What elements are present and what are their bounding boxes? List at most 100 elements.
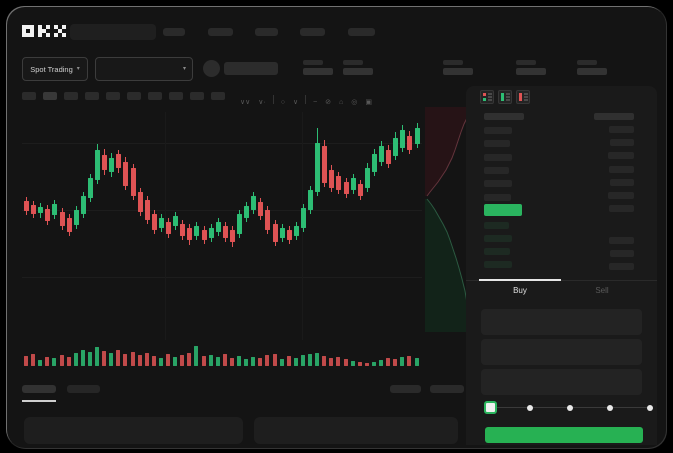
bottom-tab[interactable] [22, 385, 56, 393]
volume-bar [371, 362, 376, 366]
timeframe-button[interactable] [169, 92, 183, 100]
volume-bar [109, 353, 114, 366]
candlestick [286, 230, 292, 240]
pair-selector-dropdown[interactable]: ▾ [95, 57, 193, 81]
timeframe-button[interactable] [190, 92, 204, 100]
timeframe-button[interactable] [22, 92, 36, 100]
slider-stop-dot[interactable] [607, 405, 613, 411]
icon-glyph [483, 93, 486, 96]
candlestick [52, 204, 58, 215]
candlestick [308, 190, 313, 210]
ask-row [484, 166, 509, 174]
slider-stop-dot[interactable] [567, 405, 573, 411]
volume-bar [414, 358, 419, 366]
line-tool-icon[interactable]: ~ [313, 99, 318, 106]
order-input-field[interactable] [481, 369, 642, 395]
bid-row [484, 248, 510, 255]
tab-sell[interactable]: Sell [561, 281, 643, 299]
candlestick [350, 178, 356, 190]
volume-bar [336, 357, 341, 366]
nav-item[interactable] [348, 28, 375, 36]
fullscreen-icon[interactable]: ▣ [365, 99, 373, 106]
bottom-tab[interactable] [67, 385, 100, 393]
volume-bar [52, 358, 57, 366]
volume-bar [407, 356, 412, 366]
bottom-action[interactable] [430, 385, 464, 393]
volume-bar [95, 347, 99, 366]
stat-label-placeholder [443, 60, 463, 65]
bids-only-icon[interactable] [498, 90, 512, 104]
icon-glyph [519, 93, 522, 101]
candlestick [379, 146, 384, 162]
slider-stop-dot[interactable] [527, 405, 533, 411]
tab-buy[interactable]: Buy [479, 281, 561, 299]
compare-chevron-icon[interactable]: ∨ [292, 99, 299, 106]
candlestick [87, 178, 93, 198]
volume-bar [258, 358, 263, 366]
market-type-selector[interactable]: Spot Trading ▾ [22, 57, 88, 81]
volume-bar [293, 358, 298, 366]
volume-bar [173, 357, 178, 366]
candlestick [322, 146, 328, 183]
chart-type-chevron-icon[interactable]: ∨· [258, 99, 266, 106]
volume-bar [279, 359, 284, 366]
order-input-field[interactable] [481, 339, 642, 365]
timeframe-button[interactable] [43, 92, 57, 100]
candlestick [95, 150, 100, 180]
timeframe-button[interactable] [106, 92, 120, 100]
timeframe-button[interactable] [85, 92, 99, 100]
bid-row [484, 261, 512, 268]
order-input-field[interactable] [481, 309, 642, 335]
brush-tool-icon[interactable]: ⊘ [325, 99, 332, 106]
volume-bar [80, 350, 85, 366]
nav-item[interactable] [300, 28, 325, 36]
toolbar-divider [272, 95, 274, 105]
volume-bar [393, 359, 398, 366]
timeframe-button[interactable] [64, 92, 78, 100]
candlestick [407, 136, 413, 150]
gridline [22, 210, 422, 211]
volume-bar [251, 357, 256, 366]
orderbook-header-placeholder [594, 113, 634, 120]
volume-bar [265, 355, 270, 366]
icon-glyph [506, 99, 510, 101]
search-input[interactable] [70, 24, 156, 40]
gridline [165, 112, 166, 340]
candlestick [364, 168, 370, 188]
asks-only-icon[interactable] [516, 90, 530, 104]
candlestick [244, 206, 250, 218]
gridline [22, 277, 422, 278]
depth-total-row [609, 165, 634, 173]
volume-bar [237, 356, 241, 366]
volume-bar [180, 355, 185, 366]
nav-item[interactable] [255, 28, 278, 36]
nav-item[interactable] [208, 28, 233, 36]
interval-chevrons-icon[interactable]: ∨∨ [240, 99, 251, 106]
stat-value-placeholder [516, 68, 546, 75]
volume-bar [322, 356, 327, 366]
camera-icon[interactable]: ⌂ [339, 99, 344, 106]
open-orders-panel[interactable] [254, 417, 458, 444]
gridline [22, 143, 422, 144]
timeframe-button[interactable] [211, 92, 225, 100]
buy-submit-button[interactable] [485, 427, 643, 443]
volume-bar [201, 356, 206, 366]
slider-stop-dot[interactable] [647, 405, 653, 411]
amount-slider-handle[interactable] [484, 401, 497, 414]
icon-glyph [488, 93, 492, 95]
candlestick [80, 196, 86, 214]
okx-logo[interactable] [22, 25, 66, 38]
settings-icon[interactable]: ◎ [351, 99, 358, 106]
last-price-bar[interactable] [484, 204, 522, 216]
bottom-action[interactable] [390, 385, 421, 393]
candlestick [237, 214, 242, 234]
indicator-icon[interactable]: ○ [280, 99, 285, 106]
combined-book-icon[interactable] [480, 90, 494, 104]
timeframe-button[interactable] [127, 92, 141, 100]
depth-total-row [608, 152, 634, 160]
timeframe-button[interactable] [148, 92, 162, 100]
open-orders-panel[interactable] [24, 417, 243, 444]
nav-item[interactable] [163, 28, 185, 36]
tab-sell-label: Sell [595, 285, 609, 295]
ask-row [484, 180, 512, 188]
